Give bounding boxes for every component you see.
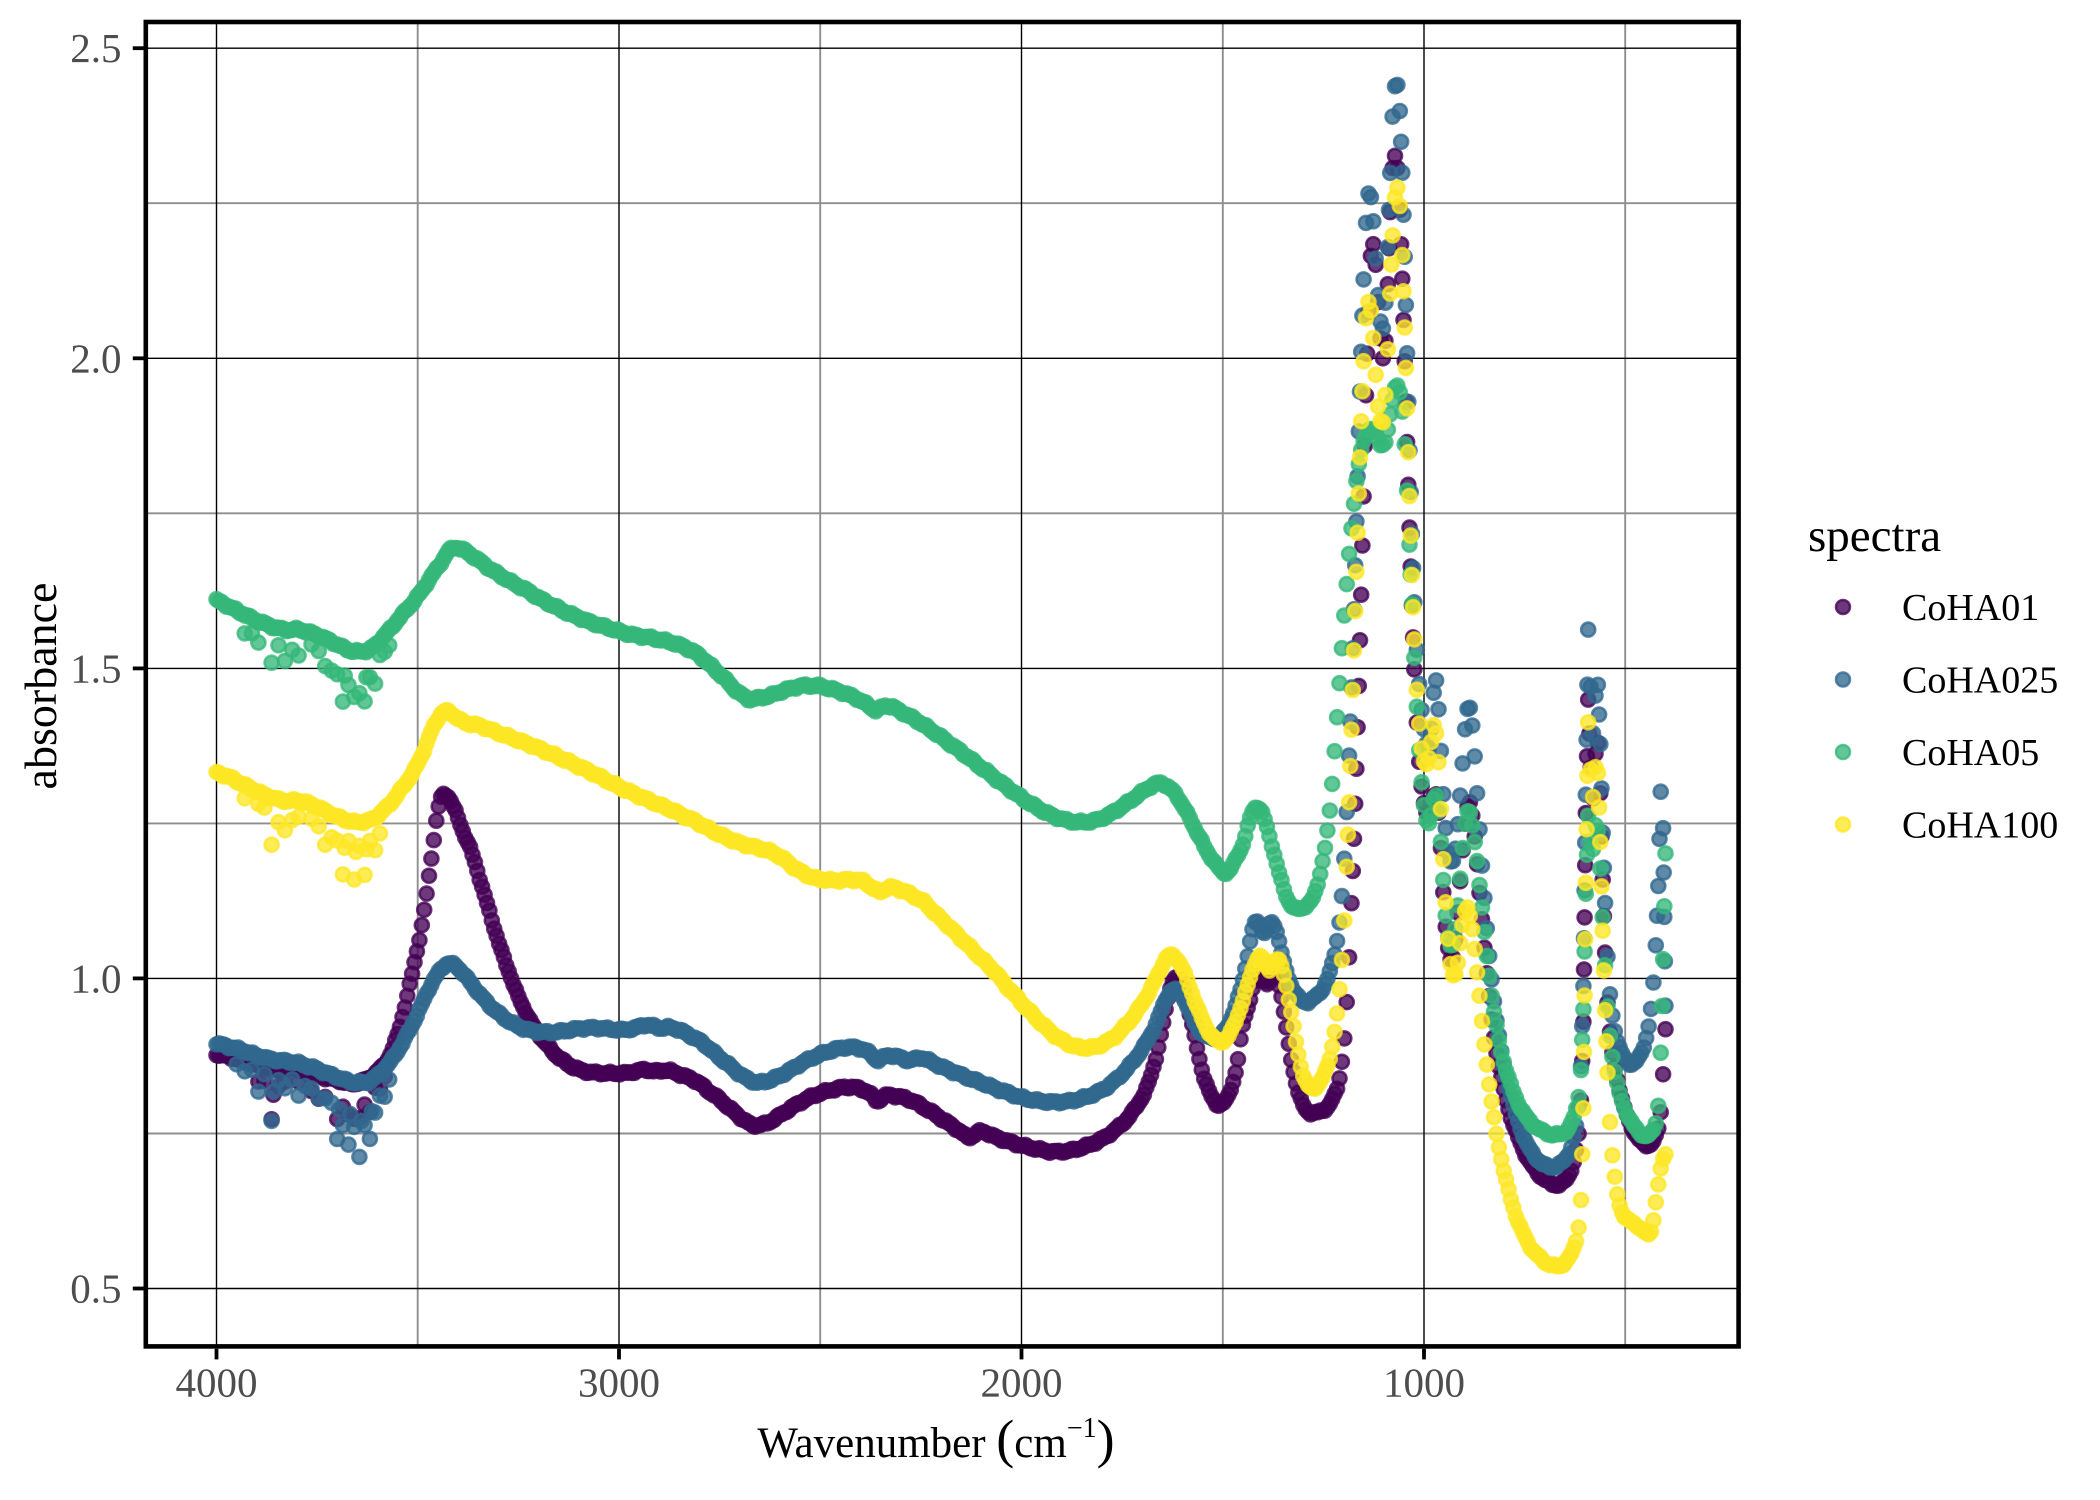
svg-text:2.0: 2.0 xyxy=(70,335,121,381)
svg-text:CoHA100: CoHA100 xyxy=(1902,805,2058,847)
svg-text:1000: 1000 xyxy=(1383,1360,1465,1406)
svg-text:spectra: spectra xyxy=(1808,510,1941,562)
svg-text:4000: 4000 xyxy=(176,1360,258,1406)
svg-text:2000: 2000 xyxy=(981,1360,1063,1406)
svg-text:CoHA05: CoHA05 xyxy=(1902,732,2039,774)
svg-text:2.5: 2.5 xyxy=(70,25,121,71)
svg-text:0.5: 0.5 xyxy=(70,1266,121,1312)
svg-text:1.0: 1.0 xyxy=(70,955,121,1001)
svg-text:CoHA01: CoHA01 xyxy=(1902,587,2039,629)
svg-text:CoHA025: CoHA025 xyxy=(1902,660,2058,702)
svg-text:3000: 3000 xyxy=(578,1360,660,1406)
svg-text:absorbance: absorbance xyxy=(15,583,66,790)
svg-text:1.5: 1.5 xyxy=(70,645,121,691)
